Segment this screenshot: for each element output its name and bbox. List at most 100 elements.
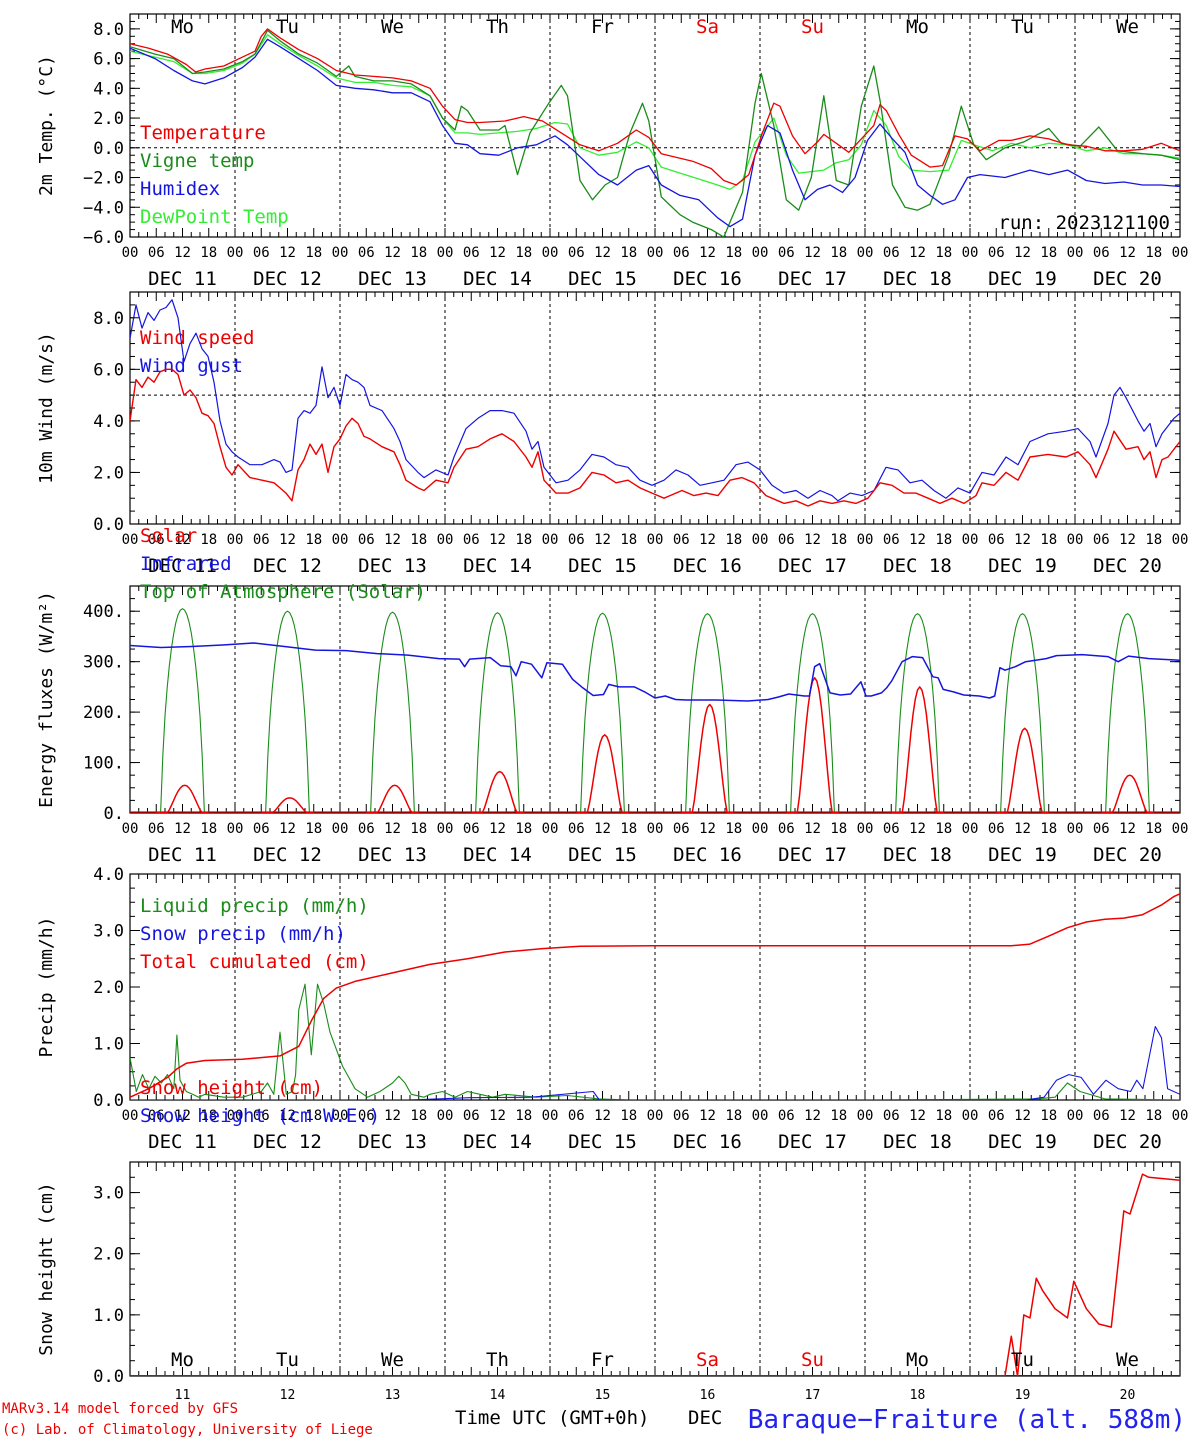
series-group <box>130 608 1180 813</box>
y-tick-label: 0. <box>104 804 124 824</box>
series-line <box>130 893 1180 1098</box>
hour-tick-label: 12 <box>174 821 191 837</box>
weekday-label: Th <box>486 16 509 38</box>
date-label: DEC 18 <box>883 844 952 866</box>
hour-tick-label: 12 <box>1014 532 1031 548</box>
hour-tick-label: 06 <box>148 245 165 261</box>
series-line <box>130 38 1180 228</box>
y-tick-label: 2.0 <box>93 978 124 998</box>
hour-tick-label: 00 <box>962 1108 979 1124</box>
solar-curve <box>366 784 419 813</box>
date-label: DEC 20 <box>1093 844 1162 866</box>
hour-tick-label: 00 <box>1172 532 1189 548</box>
hour-tick-label: 12 <box>594 1108 611 1124</box>
date-label: DEC 20 <box>1093 1131 1162 1153</box>
date-label: DEC 17 <box>778 1131 847 1153</box>
hour-tick-label: 06 <box>568 821 585 837</box>
series-line <box>130 29 1180 237</box>
hour-tick-label: 12 <box>489 532 506 548</box>
legend-entry: Humidex <box>140 178 220 200</box>
hour-tick-label: 18 <box>620 1108 637 1124</box>
hour-tick-label: 18 <box>305 532 322 548</box>
hour-tick-label: 12 <box>489 1108 506 1124</box>
hour-tick-label: 18 <box>620 532 637 548</box>
hour-tick-label: 00 <box>962 532 979 548</box>
solar-curve <box>156 784 209 813</box>
date-label: DEC 14 <box>463 268 532 290</box>
hour-tick-label: 00 <box>122 532 139 548</box>
date-label: DEC 15 <box>568 844 637 866</box>
y-tick-label: 1.0 <box>93 1306 124 1326</box>
y-tick-label: −4.0 <box>83 198 124 218</box>
solar-curve <box>681 703 734 813</box>
hour-tick-label: 12 <box>489 245 506 261</box>
hour-tick-label: 00 <box>1172 1108 1189 1124</box>
hour-tick-label: 00 <box>857 532 874 548</box>
toa-solar-curve <box>681 613 734 813</box>
hour-tick-label: 12 <box>1014 245 1031 261</box>
hour-tick-label: 06 <box>463 245 480 261</box>
hour-tick-label: 00 <box>1067 821 1084 837</box>
hour-tick-label: 12 <box>699 821 716 837</box>
hour-tick-label: 12 <box>174 1108 191 1124</box>
hour-tick-label: 18 <box>515 1108 532 1124</box>
y-tick-label: 1.0 <box>93 1035 124 1055</box>
series-line <box>130 1173 1180 1376</box>
hour-tick-label: 00 <box>437 821 454 837</box>
hour-tick-label: 18 <box>200 821 217 837</box>
hour-tick-label: 00 <box>332 245 349 261</box>
hour-tick-label: 00 <box>437 1108 454 1124</box>
hour-tick-label: 00 <box>227 1108 244 1124</box>
date-label: DEC 11 <box>148 1131 217 1153</box>
date-label: DEC 12 <box>253 555 322 577</box>
hour-tick-label: 12 <box>804 1108 821 1124</box>
hour-tick-label: 18 <box>200 1108 217 1124</box>
date-label: DEC 19 <box>988 268 1057 290</box>
hour-tick-label: 00 <box>332 821 349 837</box>
hour-tick-label: 06 <box>1093 532 1110 548</box>
hour-tick-label: 12 <box>384 245 401 261</box>
hour-tick-label: 06 <box>1093 1108 1110 1124</box>
footer: MARv3.14 model forced by GFS (c) Lab. of … <box>2 1401 1186 1438</box>
legend-entry: Total cumulated (cm) <box>140 951 369 973</box>
legend-entry: Top of Atmosphere (Solar) <box>140 581 426 603</box>
hour-tick-label: 12 <box>804 245 821 261</box>
hour-tick-label: 06 <box>673 821 690 837</box>
panel-temperature: 8.0 6.0 4.0 2.0 0.0 −2.0 −4.0 −6.0 2m Temp. (°C)… <box>36 13 1188 290</box>
y-tick-label: 4.0 <box>93 865 124 885</box>
date-label: DEC 13 <box>358 844 427 866</box>
hour-tick-label: 12 <box>279 821 296 837</box>
hour-tick-label: 06 <box>253 821 270 837</box>
weekday-label: Tu <box>276 16 299 38</box>
hour-tick-label: 00 <box>1067 532 1084 548</box>
hour-tick-label: 12 <box>909 245 926 261</box>
day-number-label: 20 <box>1120 1388 1136 1403</box>
hour-tick-label: 18 <box>305 1108 322 1124</box>
hour-tick-label: 06 <box>463 1108 480 1124</box>
day-number-label: 11 <box>175 1388 191 1403</box>
panel-snow: 3.0 2.0 1.0 0.0 Snow height (cm) Snow height … <box>36 1077 1181 1403</box>
date-label: DEC 11 <box>148 268 217 290</box>
hour-tick-label: 12 <box>699 1108 716 1124</box>
weekday-label: Mo <box>906 1349 929 1371</box>
hour-tick-label: 06 <box>778 821 795 837</box>
hour-tick-label: 18 <box>1145 245 1162 261</box>
hour-tick-label: 00 <box>1172 821 1189 837</box>
hour-tick-label: 18 <box>830 245 847 261</box>
weekday-label: Tu <box>1011 16 1034 38</box>
hour-tick-label: 06 <box>988 245 1005 261</box>
hour-tick-label: 18 <box>305 821 322 837</box>
date-label: DEC 15 <box>568 268 637 290</box>
hour-tick-label: 06 <box>358 245 375 261</box>
hour-tick-label: 06 <box>883 1108 900 1124</box>
run-label: run: 2023121100 <box>998 212 1170 234</box>
hour-tick-label: 12 <box>174 245 191 261</box>
hour-tick-label: 12 <box>489 821 506 837</box>
legend-entry: Snow precip (mm/h) <box>140 923 346 945</box>
day-number-label: 13 <box>385 1388 401 1403</box>
y-axis-title: Snow height (cm) <box>36 1182 57 1355</box>
hour-tick-label: 18 <box>935 821 952 837</box>
weekday-label: Th <box>486 1349 509 1371</box>
hour-tick-label: 06 <box>883 245 900 261</box>
hour-tick-label: 00 <box>857 245 874 261</box>
